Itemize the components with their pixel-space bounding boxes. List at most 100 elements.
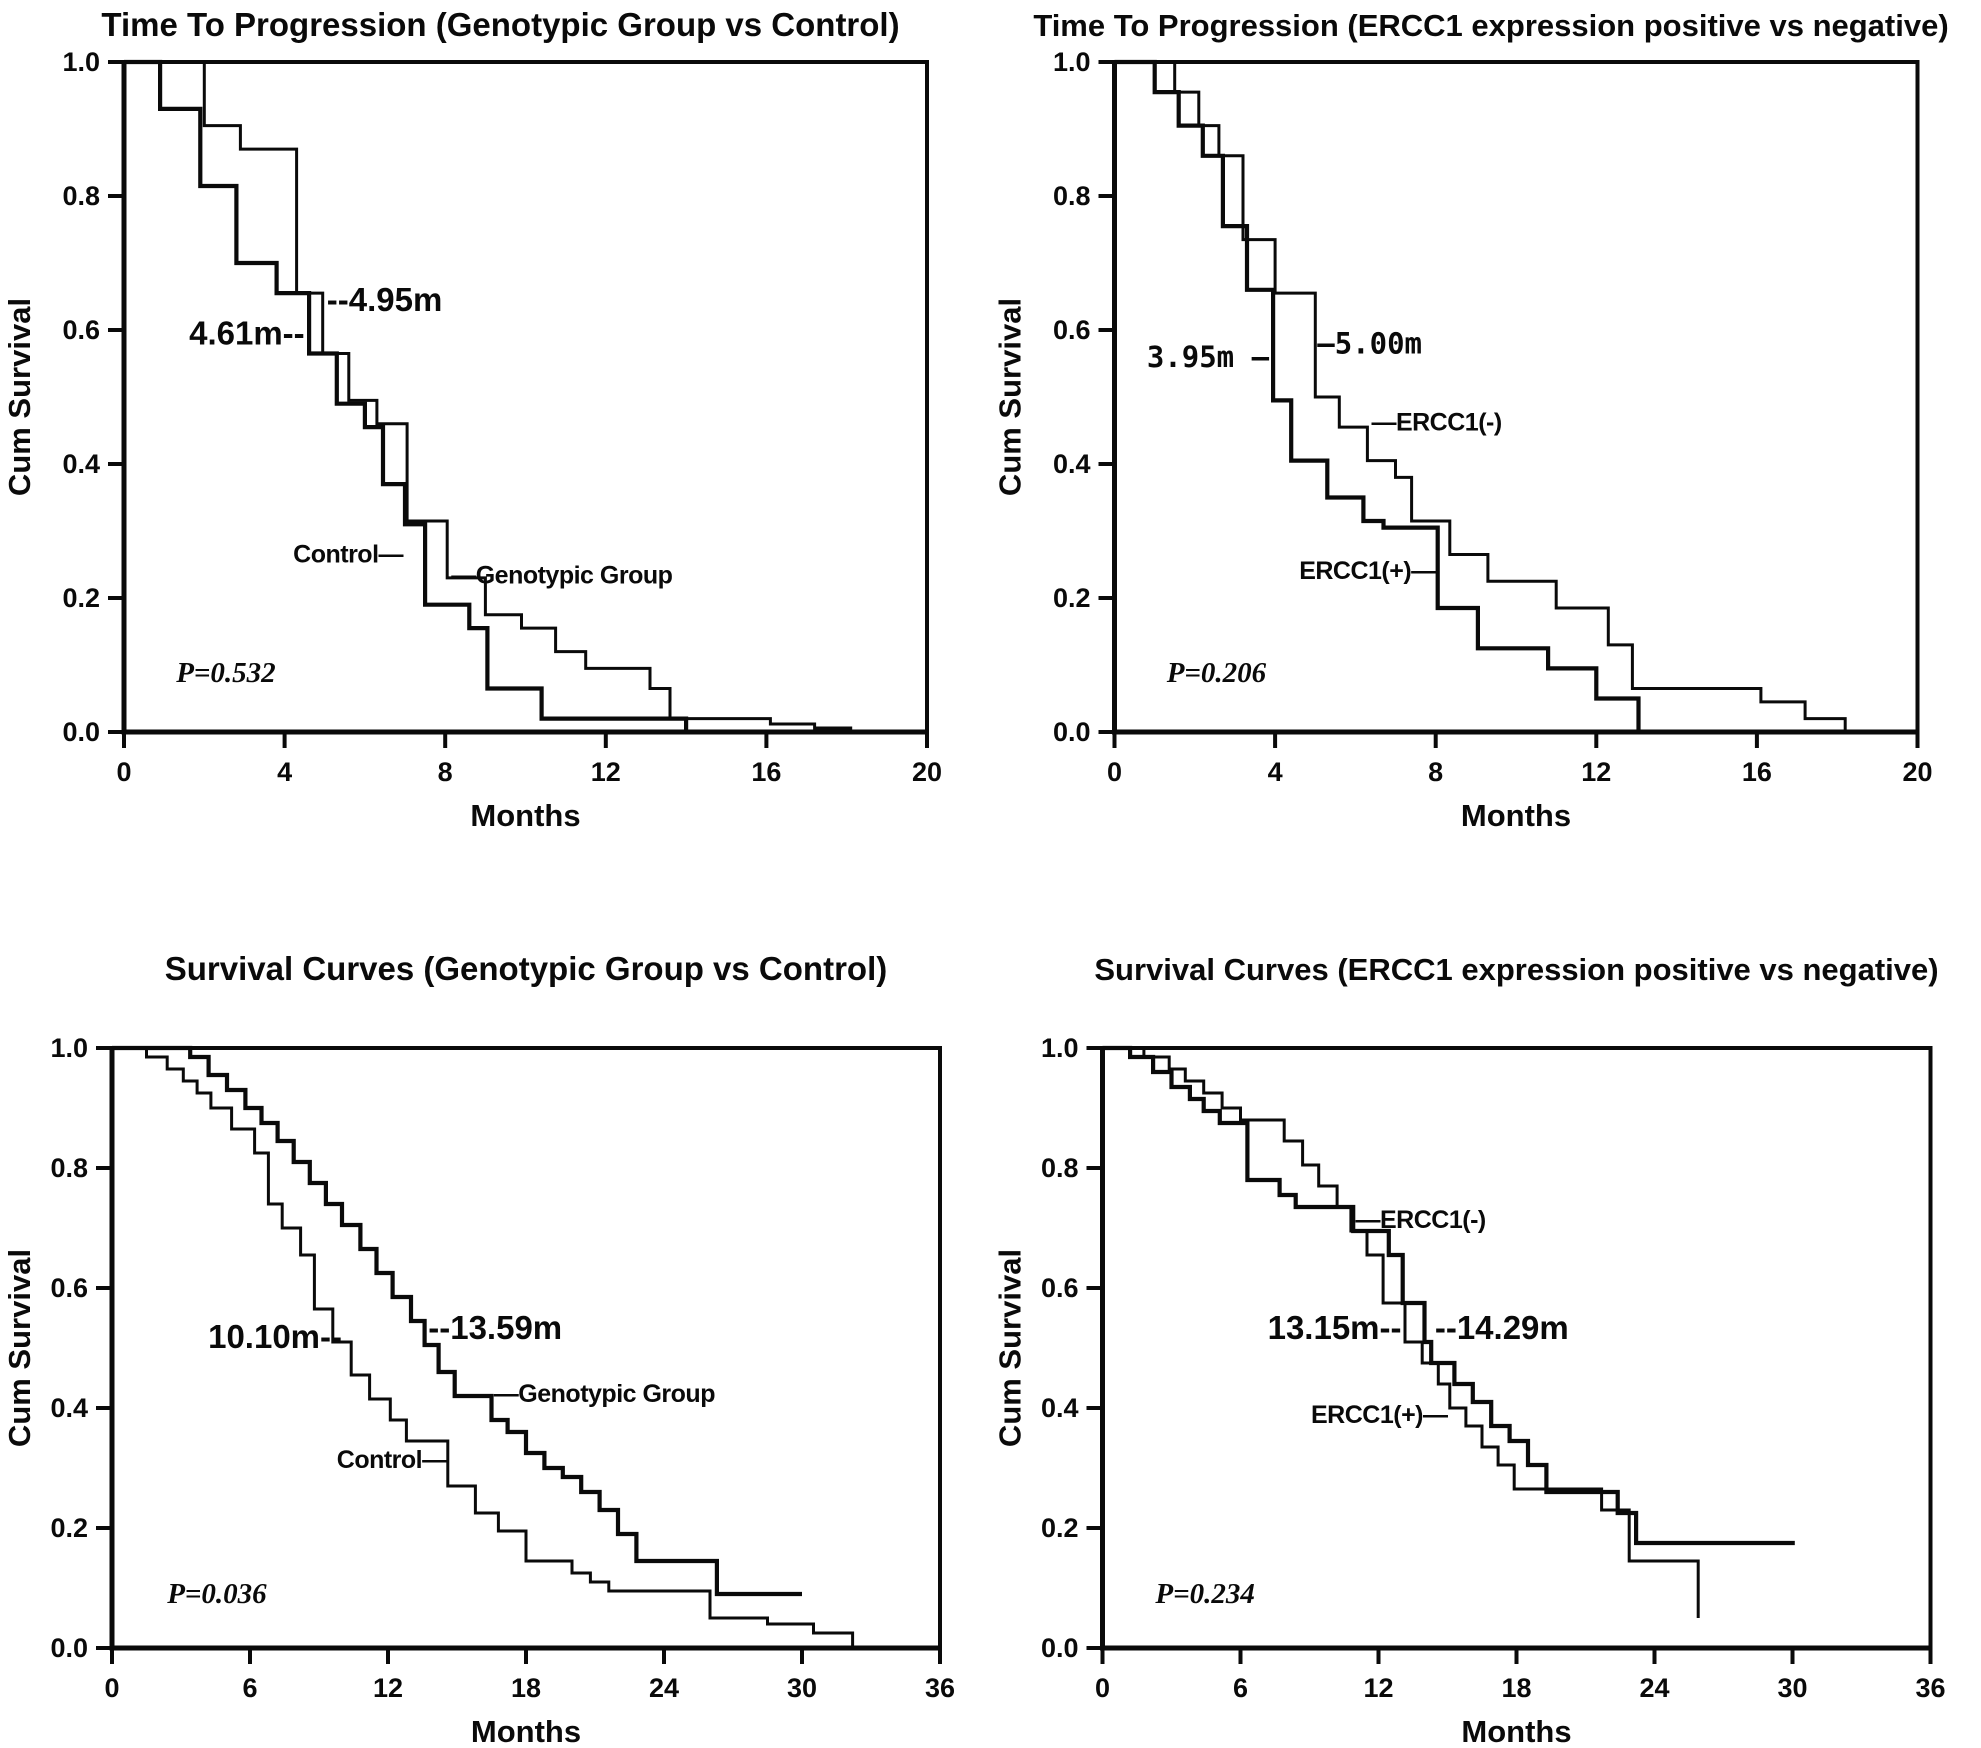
y-tick-label: 0.0 <box>1041 1633 1079 1663</box>
plot-frame-top-right <box>1114 60 1920 732</box>
y-tick-label: 0.8 <box>1041 1153 1079 1183</box>
km-curve-ercc1- <box>1114 60 1847 732</box>
y-tick-label: 0.2 <box>62 583 100 613</box>
annotation-median-mono: 3.95m — <box>1147 340 1270 374</box>
y-tick-label: 0.2 <box>1053 583 1091 613</box>
panel-title: Survival Curves (Genotypic Group vs Cont… <box>165 950 887 987</box>
x-tick-label: 20 <box>912 757 942 787</box>
y-tick-label: 0.0 <box>50 1633 88 1663</box>
plot-frame-axes <box>1112 62 1918 735</box>
y-axis-label: Cum Survival <box>2 298 37 496</box>
y-tick-label: 0.2 <box>1041 1513 1079 1543</box>
km-curve-ercc1+ <box>1102 1046 1700 1618</box>
y-tick-label: 0.0 <box>62 717 100 747</box>
y-tick-label: 0.6 <box>1041 1273 1079 1303</box>
y-tick-label: 0.4 <box>62 449 100 479</box>
x-tick-label: 6 <box>242 1673 257 1703</box>
annotation-group: Control— <box>293 540 403 568</box>
panel-os-ercc1: 1.0 0.8 0.6 0.4 0.2 0.0 0 6 12 18 24 30 36 Survival C… <box>990 874 1981 1748</box>
panel-title: Survival Curves (ERCC1 expression positi… <box>1094 952 1938 987</box>
x-tick-label: 36 <box>1915 1673 1945 1703</box>
plot-frame-axes <box>1100 1048 1931 1651</box>
km-curve-genotypicgroup <box>124 60 853 732</box>
x-tick-label: 16 <box>751 757 781 787</box>
annotation-median-mono: —5.00m <box>1317 326 1422 360</box>
x-tick-label: 18 <box>1501 1673 1531 1703</box>
km-curve-ercc1- <box>1102 1045 1795 1546</box>
annotation-p-value: P=0.036 <box>166 1578 267 1610</box>
km-plot-ttp-genotypic-vs-control: 1.0 0.8 0.6 0.4 0.2 0.0 0 4 8 12 16 20 Time To Progr… <box>2 6 942 833</box>
annotation-group: —Genotypic Group <box>451 561 672 589</box>
x-tick-label: 0 <box>1095 1673 1110 1703</box>
x-tick-label: 0 <box>116 757 131 787</box>
x-tick-label: 12 <box>1581 757 1611 787</box>
annotation-p-value: P=0.532 <box>175 657 276 689</box>
y-tick-label: 0.8 <box>1053 181 1091 211</box>
km-plot-ttp-ercc1-pos-vs-neg: 1.0 0.8 0.6 0.4 0.2 0.0 0 4 8 12 16 20 Time To Progr… <box>993 8 1949 833</box>
y-tick-label: 0.6 <box>1053 315 1091 345</box>
km-curve-genotypicgroup <box>112 1045 802 1597</box>
y-tick-label: 0.6 <box>62 315 100 345</box>
y-tick-label: 1.0 <box>62 47 100 77</box>
x-tick-label: 20 <box>1902 757 1932 787</box>
y-axis-label: Cum Survival <box>993 1249 1028 1447</box>
x-axis-label: Months <box>471 1714 581 1748</box>
km-curve-control <box>124 59 689 732</box>
y-tick-label: 1.0 <box>1053 47 1091 77</box>
y-tick-label: 0.4 <box>1053 449 1091 479</box>
x-tick-label: 18 <box>511 1673 541 1703</box>
plot-frame-top-right <box>112 1046 942 1648</box>
km-curve-control <box>112 1046 855 1648</box>
x-tick-label: 24 <box>1639 1673 1669 1703</box>
panel-title: Time To Progression (Genotypic Group vs … <box>101 6 899 43</box>
annotation-p-value: P=0.206 <box>1166 657 1267 689</box>
x-axis-label: Months <box>1461 798 1571 833</box>
panel-os-genotypic-vs-control: 1.0 0.8 0.6 0.4 0.2 0.0 0 6 12 18 24 30 36 Survival C… <box>0 874 990 1748</box>
panel-ttp-genotypic-vs-control: 1.0 0.8 0.6 0.4 0.2 0.0 0 4 8 12 16 20 Time To Progr… <box>0 0 990 874</box>
x-tick-label: 12 <box>373 1673 403 1703</box>
x-tick-label: 0 <box>104 1673 119 1703</box>
y-tick-label: 0.8 <box>50 1153 88 1183</box>
plot-frame-top-right <box>124 60 929 732</box>
km-plot-os-genotypic-vs-control: 1.0 0.8 0.6 0.4 0.2 0.0 0 6 12 18 24 30 36 Survival C… <box>2 950 955 1748</box>
x-tick-label: 36 <box>925 1673 955 1703</box>
x-tick-label: 0 <box>1107 757 1122 787</box>
annotation-group: ERCC1(+)— <box>1299 557 1436 585</box>
y-tick-label: 1.0 <box>1041 1033 1079 1063</box>
km-curve-ercc1+ <box>1114 59 1641 732</box>
annotation-group: ERCC1(+)— <box>1311 1401 1448 1429</box>
annotation-group: —ERCC1(-) <box>1371 409 1501 437</box>
y-tick-label: 0.6 <box>50 1273 88 1303</box>
x-tick-label: 30 <box>1777 1673 1807 1703</box>
panel-ttp-ercc1: 1.0 0.8 0.6 0.4 0.2 0.0 0 4 8 12 16 20 Time To Progr… <box>990 0 1981 874</box>
y-tick-label: 0.0 <box>1053 717 1091 747</box>
y-tick-label: 0.8 <box>62 181 100 211</box>
x-tick-label: 12 <box>591 757 621 787</box>
plot-frame-top-right <box>1102 1046 1933 1648</box>
annotation-median: --14.29m <box>1435 1309 1569 1346</box>
x-tick-label: 4 <box>277 757 292 787</box>
plot-frame-axes <box>121 62 927 735</box>
x-tick-label: 12 <box>1363 1673 1393 1703</box>
x-tick-label: 8 <box>438 757 453 787</box>
annotation-median: --13.59m <box>428 1309 562 1346</box>
annotation-median: 10.10m-- <box>208 1318 342 1355</box>
annotation-median: 13.15m-- <box>1268 1309 1402 1346</box>
x-axis-label: Months <box>1461 1714 1571 1748</box>
y-tick-label: 0.4 <box>50 1393 88 1423</box>
annotation-median: --4.95m <box>327 281 443 318</box>
annotation-group: —ERCC1(-) <box>1356 1206 1486 1234</box>
annotation-p-value: P=0.234 <box>1154 1578 1255 1610</box>
annotation-group: —Genotypic Group <box>494 1380 715 1408</box>
y-tick-label: 1.0 <box>50 1033 88 1063</box>
annotation-median: 4.61m-- <box>189 315 305 352</box>
km-plot-os-ercc1-pos-vs-neg: 1.0 0.8 0.6 0.4 0.2 0.0 0 6 12 18 24 30 36 Survival C… <box>993 952 1946 1748</box>
annotation-group: Control— <box>337 1446 447 1474</box>
x-tick-label: 4 <box>1268 757 1283 787</box>
y-axis-label: Cum Survival <box>993 298 1028 496</box>
panel-title: Time To Progression (ERCC1 expression po… <box>1033 8 1948 43</box>
x-tick-label: 8 <box>1428 757 1443 787</box>
x-tick-label: 24 <box>649 1673 679 1703</box>
